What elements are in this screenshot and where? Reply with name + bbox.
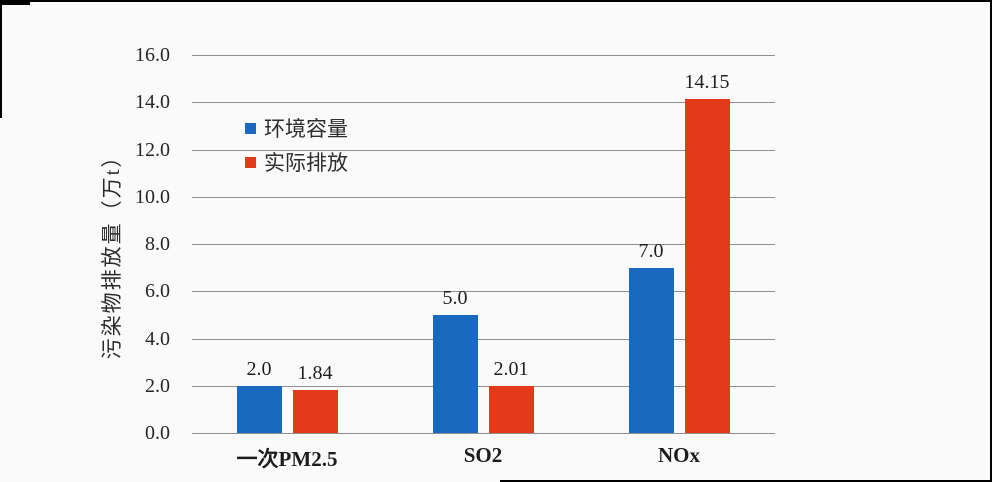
legend-label-capacity: 环境容量 [264,117,348,141]
frame-edge-top [0,0,992,2]
gridline-y-4.0 [192,338,775,340]
legend-label-actual: 实际排放 [264,151,348,175]
legend-swatch-red [245,156,256,168]
y-tick-label-4.0: 4.0 [145,327,170,350]
gridline-y-12.0 [192,149,775,151]
y-tick-label-8.0: 8.0 [145,233,170,255]
frame-edge-left [0,0,2,118]
bar-实际排放-NOx [684,99,730,433]
y-tick-label-16.0: 16.0 [135,44,170,66]
gridline-y-16.0 [192,55,775,56]
x-tick-label-SO2: SO2 [463,443,503,467]
bar-实际排放-一次PM2.5 [292,390,338,433]
gridline-y-0.0 [192,433,775,434]
y-tick-label-2.0: 2.0 [145,374,170,397]
legend: 环境容量 实际排放 [245,116,348,184]
frame-edge-bottom [500,480,992,482]
y-tick-label-6.0: 6.0 [145,280,170,303]
bar-value-实际排放-一次PM2.5: 1.84 [297,362,333,384]
gridline-y-8.0 [192,244,775,245]
bar-环境容量-一次PM2.5 [236,386,282,433]
frame-corner-artifact [0,0,30,5]
y-tick-label-0.0: 0.0 [145,422,170,444]
y-tick-label-12.0: 12.0 [135,138,170,161]
bar-实际排放-SO2 [488,386,534,433]
bar-环境容量-SO2 [432,315,478,433]
bar-环境容量-NOx [628,268,674,433]
frame-edge-right [990,0,992,482]
y-tick-label-14.0: 14.0 [135,91,170,114]
legend-item-capacity: 环境容量 [245,116,348,141]
legend-item-actual: 实际排放 [245,150,348,175]
bar-value-实际排放-SO2: 2.01 [493,358,529,380]
x-tick-label-一次PM2.5: 一次PM2.5 [236,447,338,471]
gridline-y-6.0 [192,291,775,293]
y-tick-label-10.0: 10.0 [135,185,170,208]
legend-swatch-blue [245,122,256,134]
x-tick-label-NOx: NOx [658,443,700,467]
bar-value-实际排放-NOx: 14.15 [684,71,730,93]
bar-value-环境容量-SO2: 5.0 [442,287,468,309]
gridline-y-2.0 [192,385,775,387]
gridline-y-14.0 [192,102,775,104]
gridline-y-10.0 [192,196,775,198]
bar-value-环境容量-NOx: 7.0 [638,240,664,262]
bar-value-环境容量-一次PM2.5: 2.0 [246,358,272,380]
